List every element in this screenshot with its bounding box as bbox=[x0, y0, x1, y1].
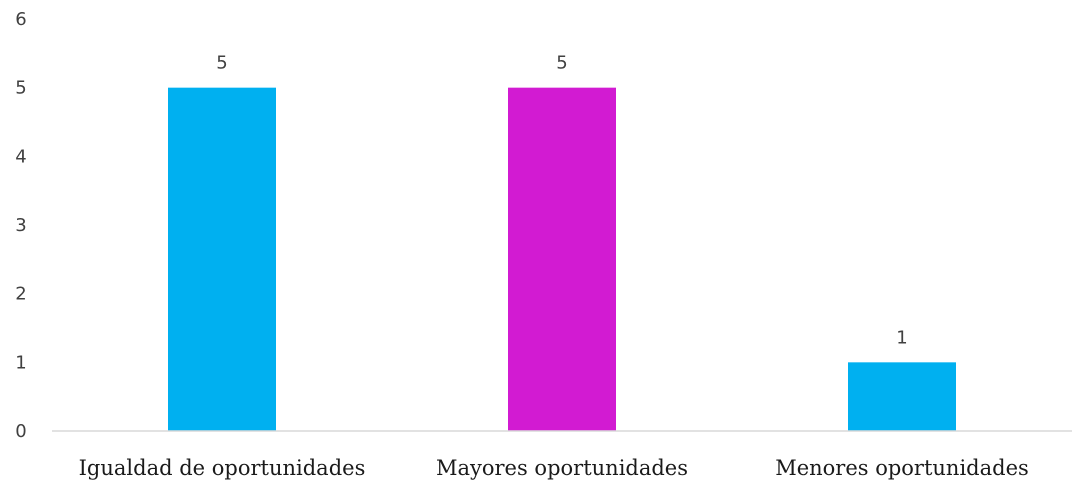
x-category-label: Menores oportunidades bbox=[775, 456, 1029, 480]
bar bbox=[508, 87, 616, 432]
y-tick-label: 3 bbox=[15, 215, 26, 236]
y-tick-label: 6 bbox=[15, 9, 26, 30]
bar bbox=[168, 87, 276, 432]
data-label: 1 bbox=[896, 327, 907, 348]
x-category-label: Igualdad de oportunidades bbox=[79, 456, 366, 480]
y-axis: 0 1 2 3 4 5 6 bbox=[15, 9, 26, 442]
x-category-label: Mayores oportunidades bbox=[436, 456, 688, 480]
y-tick-label: 1 bbox=[15, 352, 26, 373]
y-tick-label: 2 bbox=[15, 284, 26, 305]
data-labels: 5 5 1 bbox=[216, 53, 907, 349]
data-label: 5 bbox=[556, 53, 567, 74]
bars bbox=[168, 87, 956, 432]
y-tick-label: 0 bbox=[15, 421, 26, 442]
y-tick-label: 4 bbox=[15, 146, 26, 167]
y-tick-label: 5 bbox=[15, 78, 26, 99]
data-label: 5 bbox=[216, 53, 227, 74]
bar bbox=[848, 362, 956, 431]
x-axis: Igualdad de oportunidades Mayores oportun… bbox=[79, 456, 1029, 480]
